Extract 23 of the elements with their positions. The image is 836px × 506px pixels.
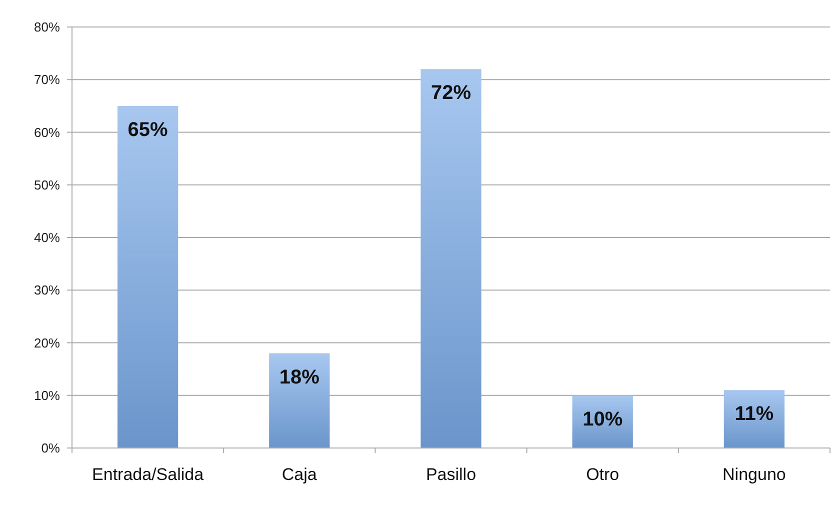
x-tick-label: Entrada/Salida [92, 465, 204, 484]
y-tick-label: 80% [34, 20, 60, 35]
bar [420, 69, 482, 448]
x-tick-label: Caja [282, 465, 318, 484]
data-label: 18% [279, 366, 320, 388]
y-tick-label: 40% [34, 230, 60, 246]
bar [117, 106, 178, 448]
y-tick-label: 10% [34, 388, 60, 403]
data-label: 72% [430, 82, 472, 104]
x-tick-label: Otro [586, 465, 620, 484]
y-tick-label: 60% [34, 124, 60, 140]
data-label: 10% [582, 408, 623, 430]
bar [724, 390, 785, 448]
y-tick-label: 0% [41, 440, 60, 456]
data-label: 65% [128, 118, 168, 141]
data-label: 11% [734, 403, 774, 426]
y-tick-label: 70% [34, 72, 60, 88]
bar [269, 353, 330, 448]
y-tick-label: 30% [34, 282, 60, 298]
x-tick-label: Ninguno [722, 465, 786, 484]
y-tick-label: 20% [34, 335, 60, 350]
x-tick-label: Pasillo [426, 465, 476, 484]
y-tick-label: 50% [34, 177, 60, 192]
